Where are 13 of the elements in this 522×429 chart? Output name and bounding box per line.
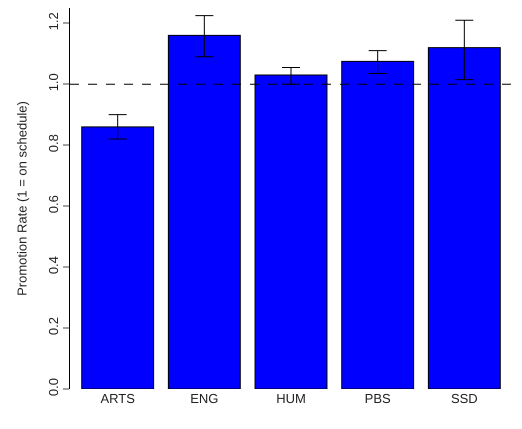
x-tick-label: SSD bbox=[450, 391, 478, 406]
y-tick-label: 0.0 bbox=[46, 378, 61, 396]
y-tick-label: 1.2 bbox=[46, 12, 61, 30]
x-tick-label: PBS bbox=[364, 391, 392, 406]
x-tick-label: HUM bbox=[276, 391, 306, 406]
x-tick-label: ARTS bbox=[100, 391, 136, 406]
y-tick-label: 0.8 bbox=[46, 134, 61, 152]
y-tick-label: 0.2 bbox=[46, 317, 61, 336]
y-tick-label: 0.4 bbox=[46, 256, 61, 274]
y-tick-label: 1.0 bbox=[46, 73, 61, 92]
y-axis-title: Promotion Rate (1 = on schedule) bbox=[14, 101, 30, 296]
y-tick-label: 0.6 bbox=[46, 195, 61, 214]
x-tick-label: ENG bbox=[190, 391, 218, 406]
